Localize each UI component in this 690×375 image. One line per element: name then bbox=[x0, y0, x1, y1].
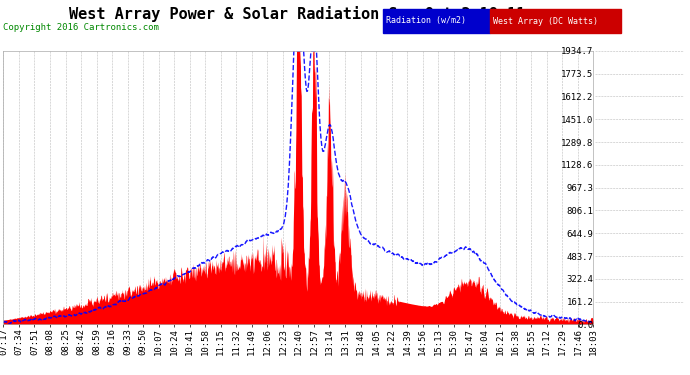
Text: Copyright 2016 Cartronics.com: Copyright 2016 Cartronics.com bbox=[3, 22, 159, 32]
Text: Radiation (w/m2): Radiation (w/m2) bbox=[386, 16, 466, 26]
Text: West Array (DC Watts): West Array (DC Watts) bbox=[493, 16, 598, 26]
Text: West Array Power & Solar Radiation Sun Oct 2 18:11: West Array Power & Solar Radiation Sun O… bbox=[68, 6, 525, 22]
